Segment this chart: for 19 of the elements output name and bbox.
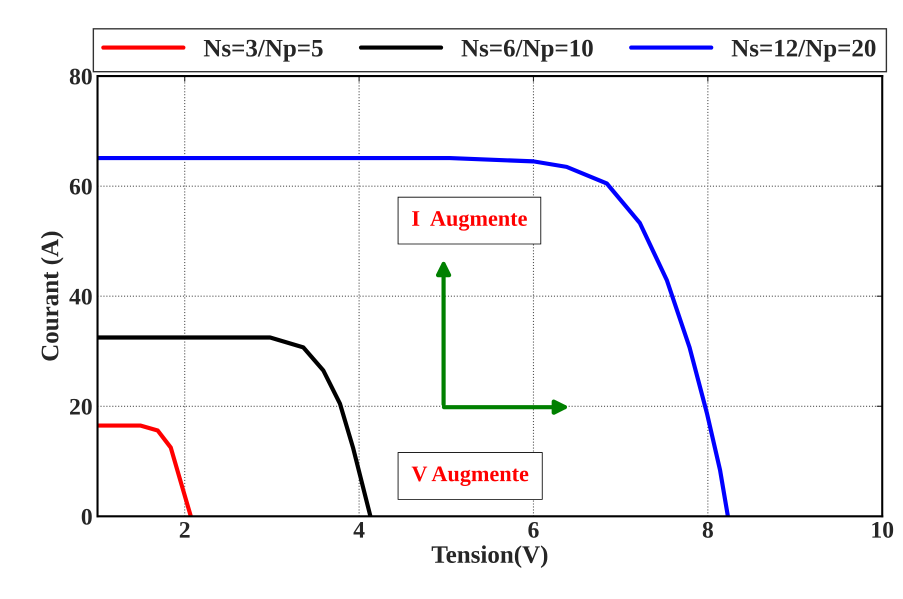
y-tick-label: 0 [82, 508, 92, 525]
y-tick-label: 80 [70, 68, 92, 84]
x-tick-label: 8 [702, 522, 713, 538]
legend-label: Ns=3/Np=5 [204, 40, 323, 62]
line-series [98, 423, 193, 516]
annotation: V Augmente [412, 466, 528, 486]
legend-label: Ns=12/Np=20 [732, 40, 876, 62]
y-tick-label: 60 [70, 178, 92, 195]
y-tick-label: 40 [69, 288, 92, 305]
x-tick-label: 2 [180, 522, 190, 538]
legend-label: Ns=6/Np=10 [462, 40, 593, 62]
x-tick-label: 6 [528, 522, 539, 538]
x-axis-title: Tension(V) [432, 545, 548, 568]
line-series [98, 156, 730, 516]
x-tick-label: 4 [354, 522, 365, 538]
x-tick-label: 10 [872, 522, 894, 538]
y-tick-label: 20 [70, 398, 92, 415]
annotation: I Augmente [412, 211, 527, 231]
y-axis-title: Courant (A) [40, 232, 64, 361]
